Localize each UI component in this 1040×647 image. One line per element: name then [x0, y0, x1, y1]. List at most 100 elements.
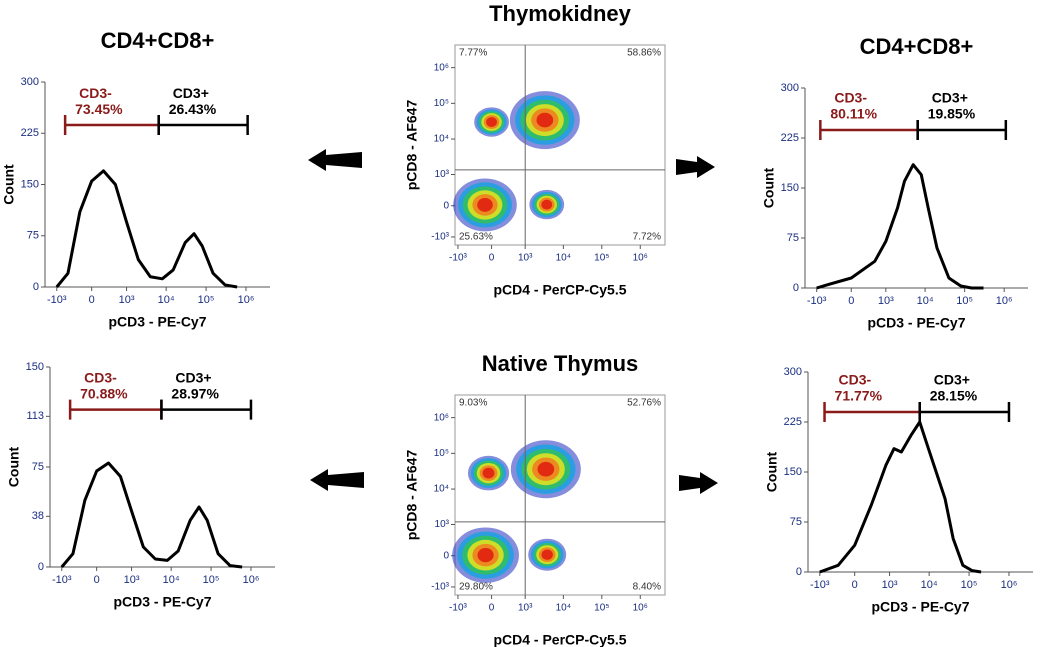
- x-tick-label: 10⁴: [556, 253, 571, 264]
- population: [528, 538, 567, 571]
- y-tick-label: 225: [21, 127, 39, 139]
- density-level: [541, 549, 553, 560]
- gate-name: CD3-: [79, 85, 112, 101]
- x-tick-label: 10⁵: [198, 294, 215, 306]
- y-tick-label: 10³: [435, 169, 450, 180]
- histogram-curve: [816, 163, 984, 290]
- density-level: [477, 198, 493, 212]
- gate-percent: 19.85%: [928, 106, 976, 122]
- y-tick-label: 0: [443, 550, 449, 561]
- x-tick-label: -10³: [807, 295, 827, 307]
- density-level: [541, 199, 553, 210]
- quadrant-label: 8.40%: [633, 582, 661, 593]
- y-tick-label: -10³: [431, 232, 449, 243]
- x-axis-label: pCD4 - PerCP-Cy5.5: [493, 632, 626, 647]
- gate-percent: 73.45%: [75, 101, 123, 117]
- chart-title: Native Thymus: [482, 351, 639, 376]
- population: [453, 178, 517, 232]
- gate-bracket: [68, 399, 163, 420]
- y-axis-label: Count: [764, 451, 780, 492]
- x-tick-label: 10³: [882, 579, 898, 591]
- gate-name: CD3-: [84, 369, 117, 385]
- x-tick-label: 10⁴: [163, 574, 180, 586]
- gate-name: CD3+: [932, 90, 968, 106]
- x-tick-label: 10⁶: [633, 253, 648, 264]
- y-tick-label: 10⁴: [434, 134, 449, 145]
- y-axis-label: pCD8 - AF647: [404, 450, 420, 541]
- y-tick-label: 150: [784, 466, 802, 478]
- x-tick-label: 10³: [119, 294, 135, 306]
- y-tick-label: 10⁶: [434, 412, 449, 423]
- gate-bracket: [819, 120, 919, 140]
- gate-bracket: [157, 115, 249, 136]
- y-tick-label: 113: [26, 410, 44, 422]
- quadrant-label: 29.80%: [459, 582, 493, 593]
- x-tick-label: -10³: [449, 603, 467, 614]
- y-tick-label: 75: [790, 516, 802, 528]
- chart-title: CD4+CD8+: [101, 28, 215, 53]
- density-level: [486, 117, 497, 127]
- histogram-curve: [819, 420, 982, 574]
- chart-title: CD4+CD8+: [860, 34, 974, 59]
- y-tick-label: 0: [443, 200, 449, 211]
- y-tick-label: 75: [27, 230, 39, 242]
- gate-name: CD3-: [834, 90, 867, 106]
- gate-bracket: [916, 120, 1008, 140]
- population: [452, 527, 519, 583]
- arrows: [308, 149, 718, 494]
- y-tick-label: 10⁴: [434, 484, 449, 495]
- y-tick-label: 225: [784, 416, 802, 428]
- quadrant-label: 52.76%: [627, 398, 661, 409]
- x-tick-label: 10⁴: [556, 603, 571, 614]
- population: [474, 107, 509, 137]
- x-tick-label: 0: [852, 579, 858, 591]
- arrow-left: [308, 149, 362, 171]
- y-tick-label: -10³: [431, 582, 449, 593]
- x-axis-label: pCD4 - PerCP-Cy5.5: [493, 282, 626, 298]
- x-axis-label: pCD3 - PE-Cy7: [871, 599, 969, 615]
- population: [509, 91, 580, 150]
- y-tick-label: 10³: [435, 519, 450, 530]
- y-tick-label: 0: [38, 561, 44, 573]
- x-tick-label: 10⁵: [961, 579, 978, 591]
- x-tick-label: 0: [94, 574, 100, 586]
- x-tick-label: 10⁴: [921, 579, 938, 591]
- x-tick-label: 10⁴: [158, 294, 175, 306]
- x-axis-label: pCD3 - PE-Cy7: [108, 314, 206, 330]
- histogram-curve: [60, 461, 243, 569]
- x-tick-label: 10⁵: [203, 574, 220, 586]
- gate-percent: 71.77%: [835, 388, 883, 404]
- chart-title: Thymokidney: [489, 1, 632, 26]
- gate-name: CD3+: [175, 369, 211, 385]
- y-tick-label: 0: [33, 281, 39, 293]
- x-tick-label: 10⁵: [594, 603, 609, 614]
- histogram-curve: [55, 169, 238, 289]
- gate-percent: 28.97%: [171, 385, 219, 401]
- gate-name: CD3+: [934, 372, 970, 388]
- x-axis-label: pCD3 - PE-Cy7: [867, 315, 965, 331]
- x-tick-label: 10⁵: [956, 295, 973, 307]
- x-tick-label: -10³: [52, 574, 72, 586]
- gate-percent: 70.88%: [80, 385, 128, 401]
- x-tick-label: -10³: [810, 579, 830, 591]
- x-tick-label: -10³: [449, 253, 467, 264]
- x-tick-label: 0: [489, 603, 495, 614]
- quadrant-label: 25.63%: [459, 232, 493, 243]
- density-level: [537, 461, 555, 477]
- population: [510, 440, 581, 499]
- x-tick-label: 0: [89, 294, 95, 306]
- gate-name: CD3+: [173, 85, 209, 101]
- gate-name: CD3-: [839, 372, 872, 388]
- y-tick-label: 10⁶: [434, 62, 449, 73]
- x-tick-label: 10⁶: [238, 294, 255, 306]
- plot-frame: [454, 44, 666, 246]
- y-axis-label: Count: [6, 446, 22, 487]
- arrow-right: [679, 472, 718, 494]
- y-tick-label: 0: [796, 566, 802, 578]
- density-level: [477, 548, 494, 563]
- density-level: [482, 467, 495, 479]
- y-tick-label: 225: [781, 132, 799, 144]
- x-axis-label: pCD3 - PE-Cy7: [113, 594, 211, 610]
- y-tick-label: 75: [787, 232, 799, 244]
- x-tick-label: 10⁶: [633, 603, 648, 614]
